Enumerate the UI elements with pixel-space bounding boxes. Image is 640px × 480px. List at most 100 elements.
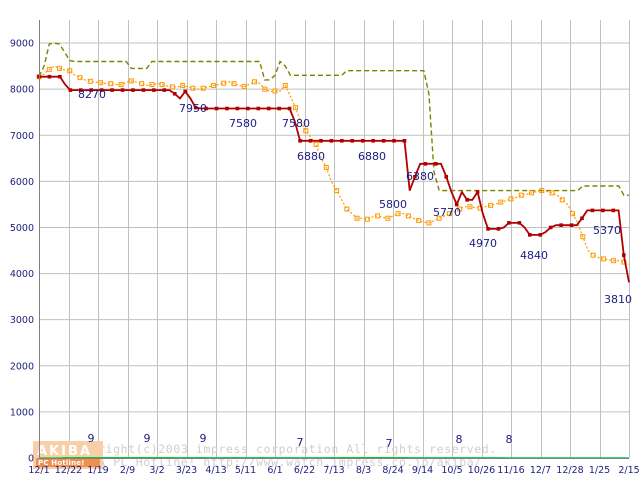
series-marker-min-price — [371, 138, 375, 143]
series-marker-avg-price — [98, 80, 104, 86]
series-marker-min-price — [141, 88, 146, 92]
series-marker-min-price — [99, 88, 104, 92]
y-axis-tick-label: 1000 — [10, 407, 34, 418]
series-marker-min-price — [507, 221, 511, 225]
series-marker-min-price — [496, 227, 501, 231]
series-marker-avg-price — [559, 197, 565, 203]
series-marker-min-price — [465, 198, 469, 202]
series-marker-min-price — [559, 223, 563, 227]
series-marker-min-price — [621, 253, 626, 257]
series-marker-avg-price — [262, 86, 268, 92]
series-marker-min-price — [183, 89, 187, 94]
series-marker-avg-price — [200, 85, 206, 91]
y-axis-tick-label: 0 — [28, 454, 34, 465]
data-point-label-price: 7950 — [179, 102, 207, 115]
series-marker-avg-price — [108, 81, 114, 87]
data-point-label-shops: 8 — [456, 433, 463, 446]
series-marker-min-price — [444, 174, 449, 179]
series-marker-avg-price — [77, 75, 83, 81]
series-marker-avg-price — [446, 211, 452, 217]
series-marker-min-price — [47, 74, 52, 79]
series-marker-min-price — [569, 223, 574, 227]
x-axis-tick-label: 11/16 — [497, 465, 524, 476]
series-marker-min-price — [287, 106, 292, 111]
series-marker-avg-price — [139, 81, 145, 87]
data-point-label-shops: 9 — [144, 432, 151, 445]
series-marker-min-price — [413, 174, 417, 179]
series-marker-min-price — [172, 91, 177, 96]
series-marker-avg-price — [416, 218, 422, 224]
series-marker-avg-price — [539, 188, 545, 194]
x-axis-tick-label: 1/19 — [87, 465, 108, 476]
series-marker-avg-price — [118, 82, 124, 88]
x-axis-tick-label: 12/28 — [556, 465, 583, 476]
y-axis-tick-label: 3000 — [10, 315, 34, 326]
series-marker-avg-price — [323, 165, 329, 171]
x-axis-tick-label: 8/24 — [382, 465, 403, 476]
series-marker-min-price — [68, 88, 73, 92]
data-point-label-price: 7580 — [282, 117, 310, 130]
series-marker-avg-price — [344, 206, 350, 212]
series-marker-avg-price — [529, 190, 535, 196]
series-marker-min-price — [225, 106, 229, 111]
series-marker-min-price — [423, 162, 428, 166]
series-marker-avg-price — [364, 216, 370, 222]
series-marker-avg-price — [221, 80, 227, 86]
data-point-label-price: 8270 — [78, 88, 106, 101]
series-marker-min-price — [580, 216, 584, 221]
series-marker-avg-price — [293, 105, 299, 111]
series-marker-min-price — [110, 88, 114, 92]
series-marker-avg-price — [385, 215, 391, 221]
series-marker-min-price — [350, 138, 355, 143]
series-marker-avg-price — [46, 66, 52, 72]
series-marker-min-price — [266, 106, 271, 111]
data-point-label-price: 7580 — [229, 117, 257, 130]
series-marker-avg-price — [180, 82, 186, 88]
series-marker-min-price — [381, 138, 386, 143]
series-marker-avg-price — [508, 196, 514, 202]
series-marker-min-price — [235, 106, 240, 111]
x-axis-tick-label: 1/25 — [589, 465, 610, 476]
series-marker-min-price — [246, 106, 250, 111]
series-marker-avg-price — [580, 234, 586, 240]
series-marker-avg-price — [487, 202, 493, 208]
x-axis-tick-label: 9/14 — [412, 465, 433, 476]
y-axis-tick-label: 2000 — [10, 361, 34, 372]
series-marker-avg-price — [313, 141, 319, 147]
y-axis-tick-label: 8000 — [10, 85, 34, 96]
series-marker-avg-price — [241, 83, 247, 89]
y-axis-tick-label: 5000 — [10, 223, 34, 234]
series-marker-avg-price — [375, 213, 381, 219]
logo-sub-background — [36, 458, 100, 467]
series-marker-min-price — [454, 202, 459, 207]
watermark-line-1: Copyright(c)2003 impress corporation All… — [68, 442, 497, 456]
tick-label-layer: 0 1000 2000 3000 4000 5000 6000 7000 8000 9000 12/… — [10, 39, 640, 476]
series-marker-avg-price — [210, 82, 216, 88]
series-marker-min-price — [590, 208, 595, 213]
x-axis-tick-label: 2/9 — [120, 465, 135, 476]
data-point-label-price: 6380 — [406, 170, 434, 183]
series-marker-min-price — [475, 190, 480, 194]
series-line-avg-price — [38, 65, 630, 265]
x-axis-tick-label: 12/22 — [55, 465, 82, 476]
series-marker-avg-price — [57, 65, 63, 71]
data-point-label-shops: 7 — [297, 436, 304, 449]
series-marker-avg-price — [190, 85, 196, 91]
series-marker-avg-price — [498, 199, 504, 205]
akiba-logo: AKIBA PC Hotline! — [33, 441, 103, 469]
series-marker-min-price — [319, 138, 323, 143]
series-marker-avg-price — [159, 82, 165, 88]
x-axis-tick-label: 8/3 — [356, 465, 371, 476]
series-marker-avg-price — [251, 79, 257, 85]
data-point-label-price: 5370 — [593, 224, 621, 237]
series-marker-avg-price — [282, 82, 288, 88]
data-point-label-price: 5800 — [379, 198, 407, 211]
x-axis-tick-label: 6/22 — [294, 465, 315, 476]
x-axis-tick-label: 12/1 — [28, 465, 49, 476]
x-axis-tick-label: 3/2 — [149, 465, 164, 476]
series-marker-min-price — [58, 74, 62, 79]
series-marker-min-price — [601, 208, 605, 213]
series-marker-min-price — [360, 138, 365, 143]
